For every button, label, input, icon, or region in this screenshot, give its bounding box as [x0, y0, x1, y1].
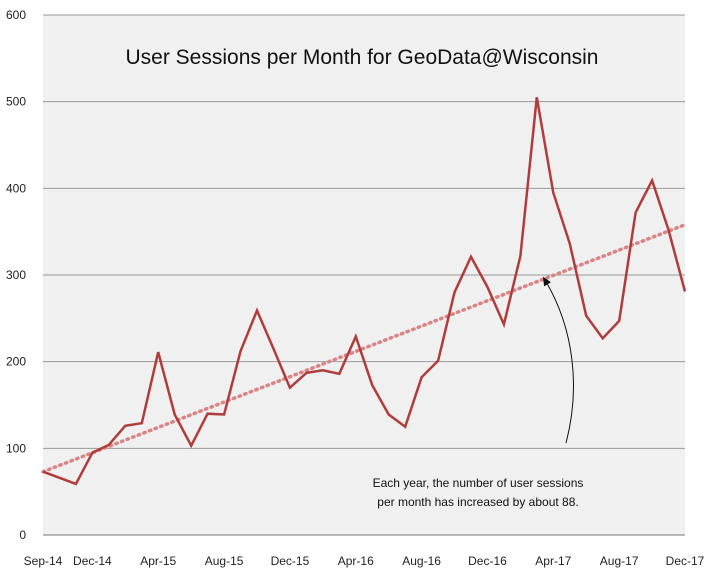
x-tick-label: Dec-16 [468, 554, 507, 568]
trendline [41, 222, 687, 474]
x-tick-label: Aug-15 [205, 554, 244, 568]
y-tick-label: 400 [6, 181, 26, 195]
x-tick-label: Dec-14 [73, 554, 112, 568]
x-tick-label: Apr-15 [140, 554, 176, 568]
annotation-line-1: Each year, the number of user sessions [373, 476, 584, 490]
x-tick-label: Apr-16 [338, 554, 374, 568]
x-axis-tick-labels: Sep-14 Dec-14 Apr-15 Aug-15 Dec-15 Apr-16 Aug-… [24, 554, 705, 568]
y-tick-label: 500 [6, 95, 26, 109]
series-line-user-sessions [42, 97, 687, 486]
y-axis-tick-labels: 0 100 200 300 400 500 600 [6, 8, 26, 542]
y-tick-label: 300 [6, 268, 26, 282]
chart-title: User Sessions per Month for GeoData@Wisc… [125, 46, 598, 69]
y-tick-label: 0 [19, 528, 26, 542]
y-tick-label: 600 [6, 8, 26, 22]
x-tick-label: Sep-14 [24, 554, 63, 568]
x-tick-label: Aug-17 [600, 554, 639, 568]
y-tick-label: 200 [6, 355, 26, 369]
annotation-line-2: per month has increased by about 88. [377, 495, 578, 509]
x-tick-label: Aug-16 [402, 554, 441, 568]
x-tick-label: Dec-15 [271, 554, 310, 568]
x-tick-label: Dec-17 [666, 554, 705, 568]
y-tick-label: 100 [6, 441, 26, 455]
annotation-arrow [542, 276, 574, 444]
x-tick-label: Apr-17 [535, 554, 571, 568]
